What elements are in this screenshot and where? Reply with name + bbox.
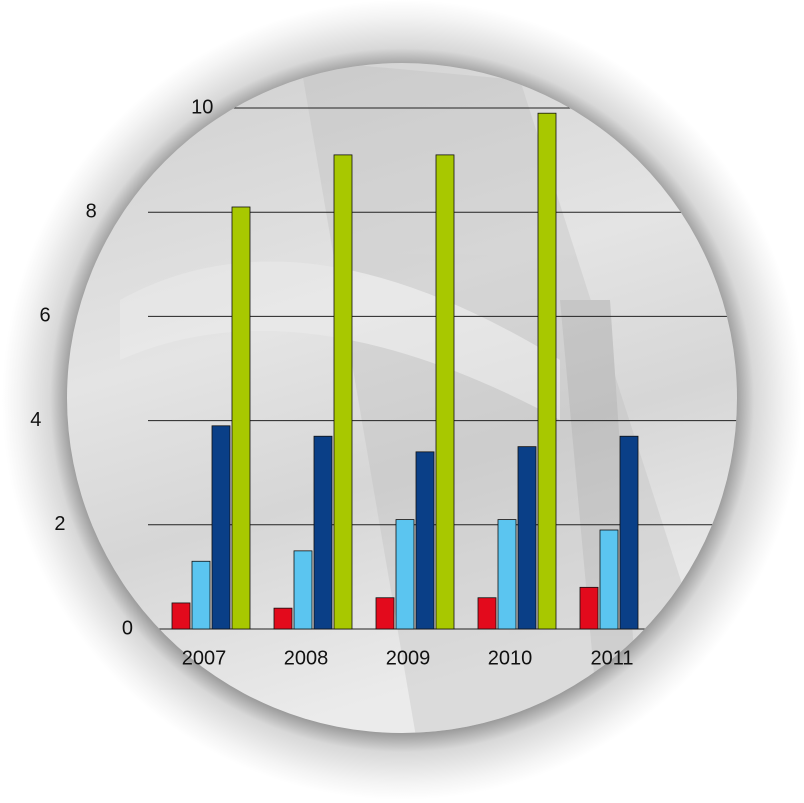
bar bbox=[375, 597, 395, 630]
bar bbox=[477, 597, 497, 630]
bar bbox=[171, 602, 191, 630]
bar bbox=[517, 446, 537, 630]
plot: 0 2 4 6 8 10 2007 2008 2009 2010 2011 bbox=[30, 96, 639, 669]
bar bbox=[273, 607, 293, 630]
x-tick-label: 2009 bbox=[386, 647, 431, 669]
bar bbox=[191, 560, 211, 630]
bar bbox=[435, 154, 455, 630]
bar bbox=[537, 112, 557, 630]
bar bbox=[333, 154, 353, 630]
bar bbox=[211, 425, 231, 630]
bar bbox=[497, 519, 517, 630]
y-tick-label: 8 bbox=[86, 200, 97, 222]
x-tick-label: 2007 bbox=[182, 647, 227, 669]
x-tick-label: 2011 bbox=[590, 647, 633, 669]
x-tick-label: 2008 bbox=[284, 647, 329, 669]
y-tick-label: 0 bbox=[122, 617, 133, 639]
bar bbox=[293, 550, 313, 630]
x-tick-label: 2010 bbox=[488, 647, 533, 669]
bar bbox=[415, 451, 435, 630]
bar bbox=[395, 519, 415, 630]
y-tick-label: 6 bbox=[40, 305, 51, 327]
bar bbox=[231, 206, 251, 630]
y-tick-label: 4 bbox=[30, 409, 41, 431]
bar bbox=[579, 586, 599, 630]
y-tick-label: 2 bbox=[54, 513, 65, 535]
bar bbox=[313, 435, 333, 630]
bar bbox=[599, 529, 619, 630]
y-tick-label: 10 bbox=[191, 96, 213, 118]
bar bbox=[619, 435, 639, 630]
